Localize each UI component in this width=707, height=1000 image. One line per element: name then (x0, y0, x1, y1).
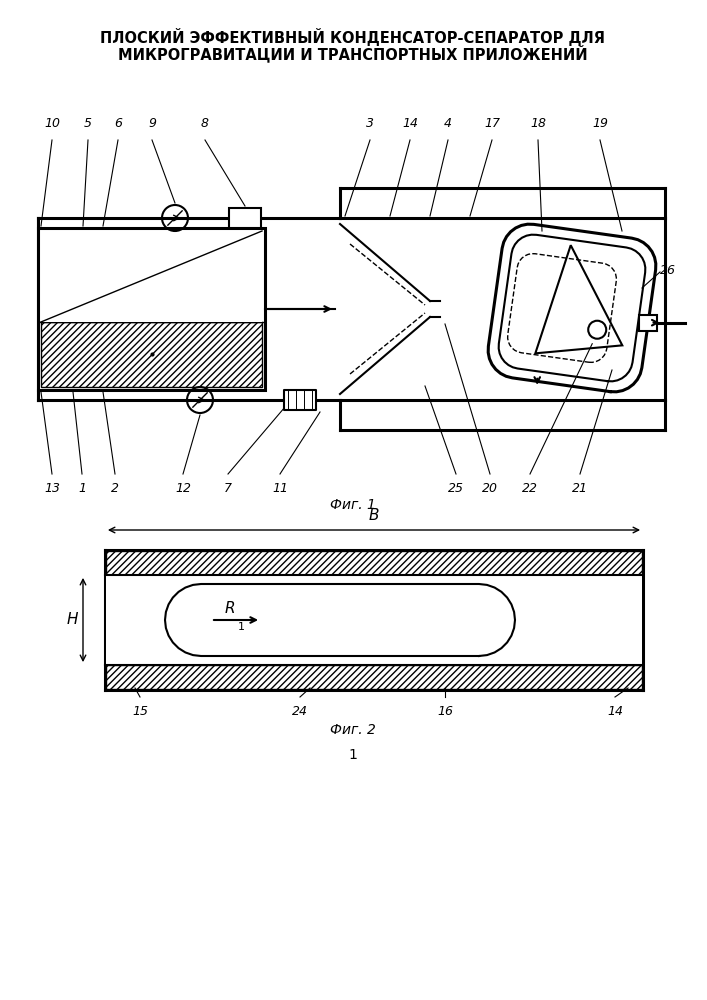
Text: 1: 1 (349, 748, 358, 762)
Text: 6: 6 (114, 117, 122, 130)
Text: 1: 1 (238, 622, 245, 632)
Bar (106, 665, 642, 689)
Text: 21: 21 (572, 482, 588, 495)
Bar (41, 322, 262, 387)
Text: ПЛОСКИЙ ЭФФЕКТИВНЫЙ КОНДЕНСАТОР-СЕПАРАТОР ДЛЯ: ПЛОСКИЙ ЭФФЕКТИВНЫЙ КОНДЕНСАТОР-СЕПАРАТО… (100, 28, 605, 46)
Bar (638, 315, 657, 331)
Text: 17: 17 (484, 117, 500, 130)
Bar (284, 390, 316, 410)
Text: 10: 10 (44, 117, 60, 130)
Bar (229, 208, 261, 228)
Text: 5: 5 (84, 117, 92, 130)
Text: 13: 13 (44, 482, 60, 495)
Bar (106, 551, 642, 575)
Bar (106, 575, 642, 665)
Text: R: R (225, 601, 235, 616)
Text: 8: 8 (201, 117, 209, 130)
Text: 4: 4 (444, 117, 452, 130)
Text: 1: 1 (78, 482, 86, 495)
Text: МИКРОГРАВИТАЦИИ И ТРАНСПОРТНЫХ ПРИЛОЖЕНИЙ: МИКРОГРАВИТАЦИИ И ТРАНСПОРТНЫХ ПРИЛОЖЕНИ… (118, 44, 588, 62)
Text: B: B (369, 508, 379, 523)
Text: 14: 14 (607, 705, 623, 718)
Text: 26: 26 (660, 263, 676, 276)
Text: 12: 12 (175, 482, 191, 495)
Text: 19: 19 (592, 117, 608, 130)
Bar (41, 231, 262, 322)
Text: 25: 25 (448, 482, 464, 495)
Text: 11: 11 (272, 482, 288, 495)
Text: 14: 14 (402, 117, 418, 130)
Text: 16: 16 (437, 705, 453, 718)
Text: 2: 2 (111, 482, 119, 495)
Text: 3: 3 (366, 117, 374, 130)
Text: 18: 18 (530, 117, 546, 130)
Text: 15: 15 (132, 705, 148, 718)
Text: 9: 9 (148, 117, 156, 130)
Text: Фиг. 1: Фиг. 1 (330, 498, 376, 512)
Text: Фиг. 2: Фиг. 2 (330, 723, 376, 737)
Text: H: H (66, 612, 78, 628)
Text: 20: 20 (482, 482, 498, 495)
Text: 22: 22 (522, 482, 538, 495)
Text: 24: 24 (292, 705, 308, 718)
Bar (38, 228, 265, 390)
Text: 7: 7 (224, 482, 232, 495)
